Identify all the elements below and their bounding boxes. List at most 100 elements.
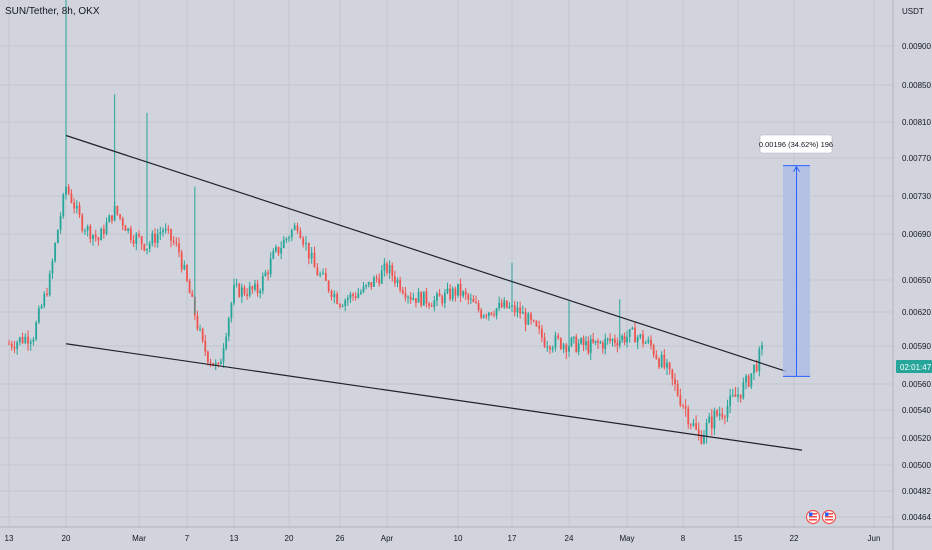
candle-body: [127, 228, 130, 231]
candle-body: [731, 394, 734, 396]
candle-body: [758, 349, 761, 371]
candle-body: [191, 293, 194, 297]
candle-body: [396, 279, 399, 284]
candle-body: [251, 286, 254, 290]
event-badges[interactable]: [805, 509, 837, 525]
candle-body: [761, 345, 763, 350]
candle-body: [365, 284, 368, 287]
candle-body: [652, 345, 655, 355]
candle-body: [623, 335, 626, 343]
candle-body: [557, 335, 560, 339]
candle-body: [451, 288, 454, 300]
candle-body: [344, 300, 347, 306]
candle-body: [546, 346, 549, 348]
candle-body: [495, 308, 498, 316]
candle-body: [393, 276, 396, 284]
candle-body: [186, 265, 188, 281]
candle-body: [32, 339, 35, 342]
trendline-lower[interactable]: [65, 343, 803, 451]
candle-body: [254, 283, 256, 290]
candle-body: [199, 328, 201, 330]
candle-body: [505, 300, 508, 308]
time-tick-label: 17: [508, 534, 517, 543]
measure-tool[interactable]: 0.00196 (34.62%) 196: [759, 134, 833, 377]
price-tick-label: 0.00690: [902, 230, 931, 239]
candle-body: [647, 339, 650, 343]
candle-body: [692, 423, 695, 426]
candle-body: [457, 283, 459, 296]
candle-body: [718, 413, 721, 416]
candle-body: [27, 336, 29, 344]
candle-body: [40, 305, 43, 309]
candle-body: [428, 303, 430, 306]
candle-body: [293, 225, 296, 230]
candle-body: [225, 336, 228, 349]
candle-body: [227, 318, 230, 337]
candle-body: [222, 348, 225, 362]
time-tick-label: 7: [185, 534, 190, 543]
price-axis[interactable]: 0.00900 0.00850 0.00810 0.00770 0.00730 0.006…: [896, 7, 932, 522]
candle-body: [485, 315, 488, 317]
candle-body: [214, 362, 217, 366]
candle-body: [747, 375, 750, 387]
candle-body: [54, 243, 57, 262]
candle-body: [37, 308, 40, 323]
candle-body: [16, 342, 19, 349]
candle-body: [716, 410, 718, 416]
candle-body: [349, 294, 352, 299]
candle-body: [59, 216, 62, 230]
price-tick-label: 0.00850: [902, 81, 931, 90]
time-tick-label: 24: [565, 534, 574, 543]
candle-body: [143, 243, 146, 251]
symbol-title[interactable]: SUN/Tether, 8h, OKX: [5, 6, 100, 17]
candle-body: [679, 395, 682, 406]
price-tick-label: 0.00482: [902, 487, 931, 496]
candle-body: [140, 236, 143, 244]
candle-body: [705, 422, 708, 436]
us-flag-icon[interactable]: [821, 509, 837, 525]
candle-body: [285, 238, 288, 240]
candle-body: [209, 361, 212, 364]
candle-body: [352, 294, 354, 296]
candle-body: [467, 294, 470, 300]
measure-label: 0.00196 (34.62%) 196: [759, 140, 833, 149]
candle-body: [737, 394, 739, 397]
trendline-upper[interactable]: [65, 134, 787, 372]
candle-body: [129, 228, 132, 241]
candle-body: [188, 280, 191, 294]
candle-body: [359, 291, 362, 294]
candle-body: [729, 395, 732, 407]
candle-body: [628, 329, 631, 338]
candle-body: [316, 267, 319, 276]
candle-body: [726, 406, 729, 418]
candle-body: [383, 263, 386, 271]
candle-body: [644, 342, 647, 344]
candle-body: [639, 334, 642, 338]
candle-body: [614, 339, 616, 343]
time-tick-label: 10: [454, 534, 463, 543]
candle-body: [409, 296, 412, 300]
candle-body: [307, 242, 310, 259]
candle-body: [148, 243, 151, 249]
time-tick-label: 20: [62, 534, 71, 543]
candle-body: [660, 354, 663, 368]
candle-body: [554, 335, 557, 348]
candle-body: [296, 225, 299, 232]
candle-body: [322, 272, 324, 275]
us-flag-icon[interactable]: [805, 509, 821, 525]
candle-body: [404, 293, 407, 298]
candle-body: [70, 193, 73, 203]
candle-body: [498, 302, 501, 309]
candle-body: [373, 277, 375, 287]
candle-body: [89, 226, 92, 240]
time-axis[interactable]: 13 20 Mar 7 13 20 26 Apr 10 17 24 May 8 15 22 Jun: [5, 534, 881, 543]
candle-body: [487, 312, 490, 317]
candle-body: [446, 288, 449, 293]
candle-body: [399, 279, 402, 291]
candle-body: [739, 394, 742, 399]
candle-body: [313, 252, 316, 268]
candle-body: [84, 230, 86, 232]
candle-body: [412, 298, 415, 300]
candle-body: [618, 339, 621, 346]
